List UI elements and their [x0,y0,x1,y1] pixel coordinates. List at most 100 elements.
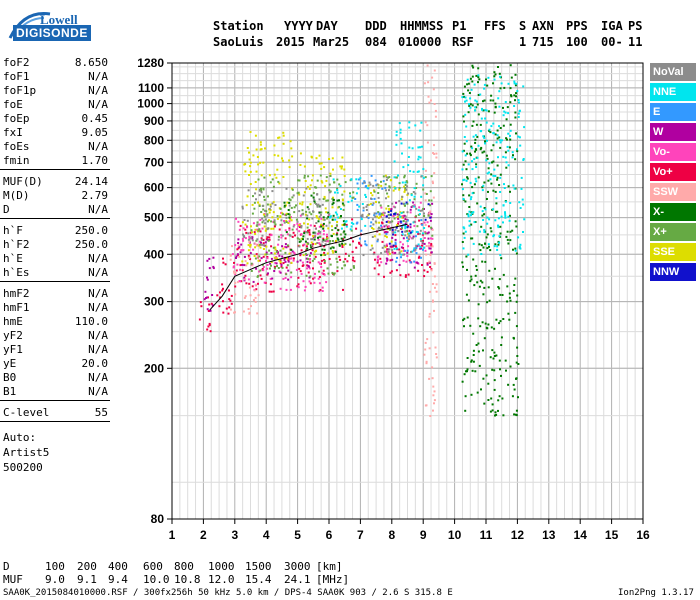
echo-point [489,131,492,134]
echo-point [350,237,353,240]
echo-point [281,234,284,237]
echo-point [378,233,381,236]
echo-point [509,123,512,126]
echo-point [500,215,503,218]
echo-point [289,252,292,255]
x-tick-label: 8 [388,528,395,542]
echo-point [358,242,361,245]
echo-point [387,195,390,198]
echo-point [286,201,289,204]
echo-point [316,204,319,207]
echo-point [228,289,230,292]
echo-point [499,146,502,149]
echo-point [492,357,495,360]
echo-point [472,332,475,335]
echo-point [416,261,418,264]
echo-point [489,178,492,181]
echo-point [399,211,402,214]
echo-point [288,204,291,207]
echo-point [465,99,468,102]
echo-point [500,344,503,346]
echo-point [407,245,410,248]
echo-point [477,303,480,306]
echo-point [305,187,308,190]
echo-point [391,230,394,233]
echo-point [258,189,261,192]
echo-point [306,214,309,217]
echo-point [367,184,370,187]
echo-point [394,251,397,254]
echo-point [431,76,434,79]
echo-point [285,246,288,249]
echo-point [431,228,434,231]
echo-point [492,208,495,211]
echo-points [198,64,526,417]
echo-point [273,144,276,147]
echo-point [298,210,301,213]
echo-point [502,124,505,127]
echo-point [419,129,422,132]
echo-point [484,242,487,245]
echo-point [504,359,507,362]
echo-point [288,216,291,219]
echo-point [402,203,405,205]
echo-point [241,221,244,224]
echo-point [387,176,389,179]
echo-point [470,359,473,362]
echo-point [350,178,353,181]
echo-point [285,187,288,190]
echo-point [349,228,352,231]
echo-point [475,106,478,109]
echo-point [297,286,300,289]
legend-item: Vo+ [650,163,696,181]
echo-point [284,277,287,279]
echo-point [394,212,397,215]
echo-point [387,251,390,253]
echo-point [487,323,490,326]
echo-point [400,202,403,205]
echo-point [434,109,437,112]
echo-point [238,280,241,283]
echo-point [296,237,299,240]
echo-point [462,92,465,95]
echo-point [493,351,496,354]
echo-point [389,245,392,248]
echo-point [428,347,431,350]
echo-point [463,236,466,239]
echo-point [522,231,524,233]
echo-point [471,80,474,83]
echo-point [506,300,509,303]
echo-point [474,109,477,112]
echo-point [344,242,347,245]
echo-point [234,285,237,288]
echo-point [254,242,257,245]
echo-point [509,87,512,90]
echo-point [519,243,522,246]
echo-point [502,204,505,207]
echo-point [422,207,425,210]
echo-point [415,230,418,233]
echo-point [296,285,299,288]
echo-point [491,409,494,412]
echo-point [514,413,517,416]
echo-point [300,226,303,229]
echo-point [420,256,422,259]
echo-point [262,244,265,247]
echo-point [318,154,321,157]
echo-point [279,287,282,290]
echo-point [466,78,469,81]
echo-point [332,214,335,217]
echo-point [291,187,294,190]
echo-point [398,251,401,254]
echo-point [482,246,485,249]
echo-point [420,175,423,178]
echo-point [248,286,251,289]
echo-point [273,173,276,176]
echo-point [222,261,225,264]
echo-point [406,249,409,252]
echo-point [308,267,311,270]
echo-point [317,220,320,223]
echo-point [487,382,490,385]
header-value: 715 [532,35,554,49]
echo-point [261,217,264,220]
